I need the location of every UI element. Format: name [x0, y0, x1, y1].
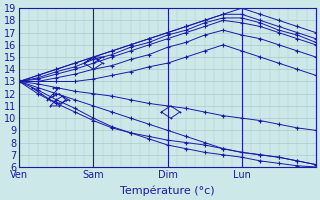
X-axis label: Température (°c): Température (°c): [120, 185, 215, 196]
